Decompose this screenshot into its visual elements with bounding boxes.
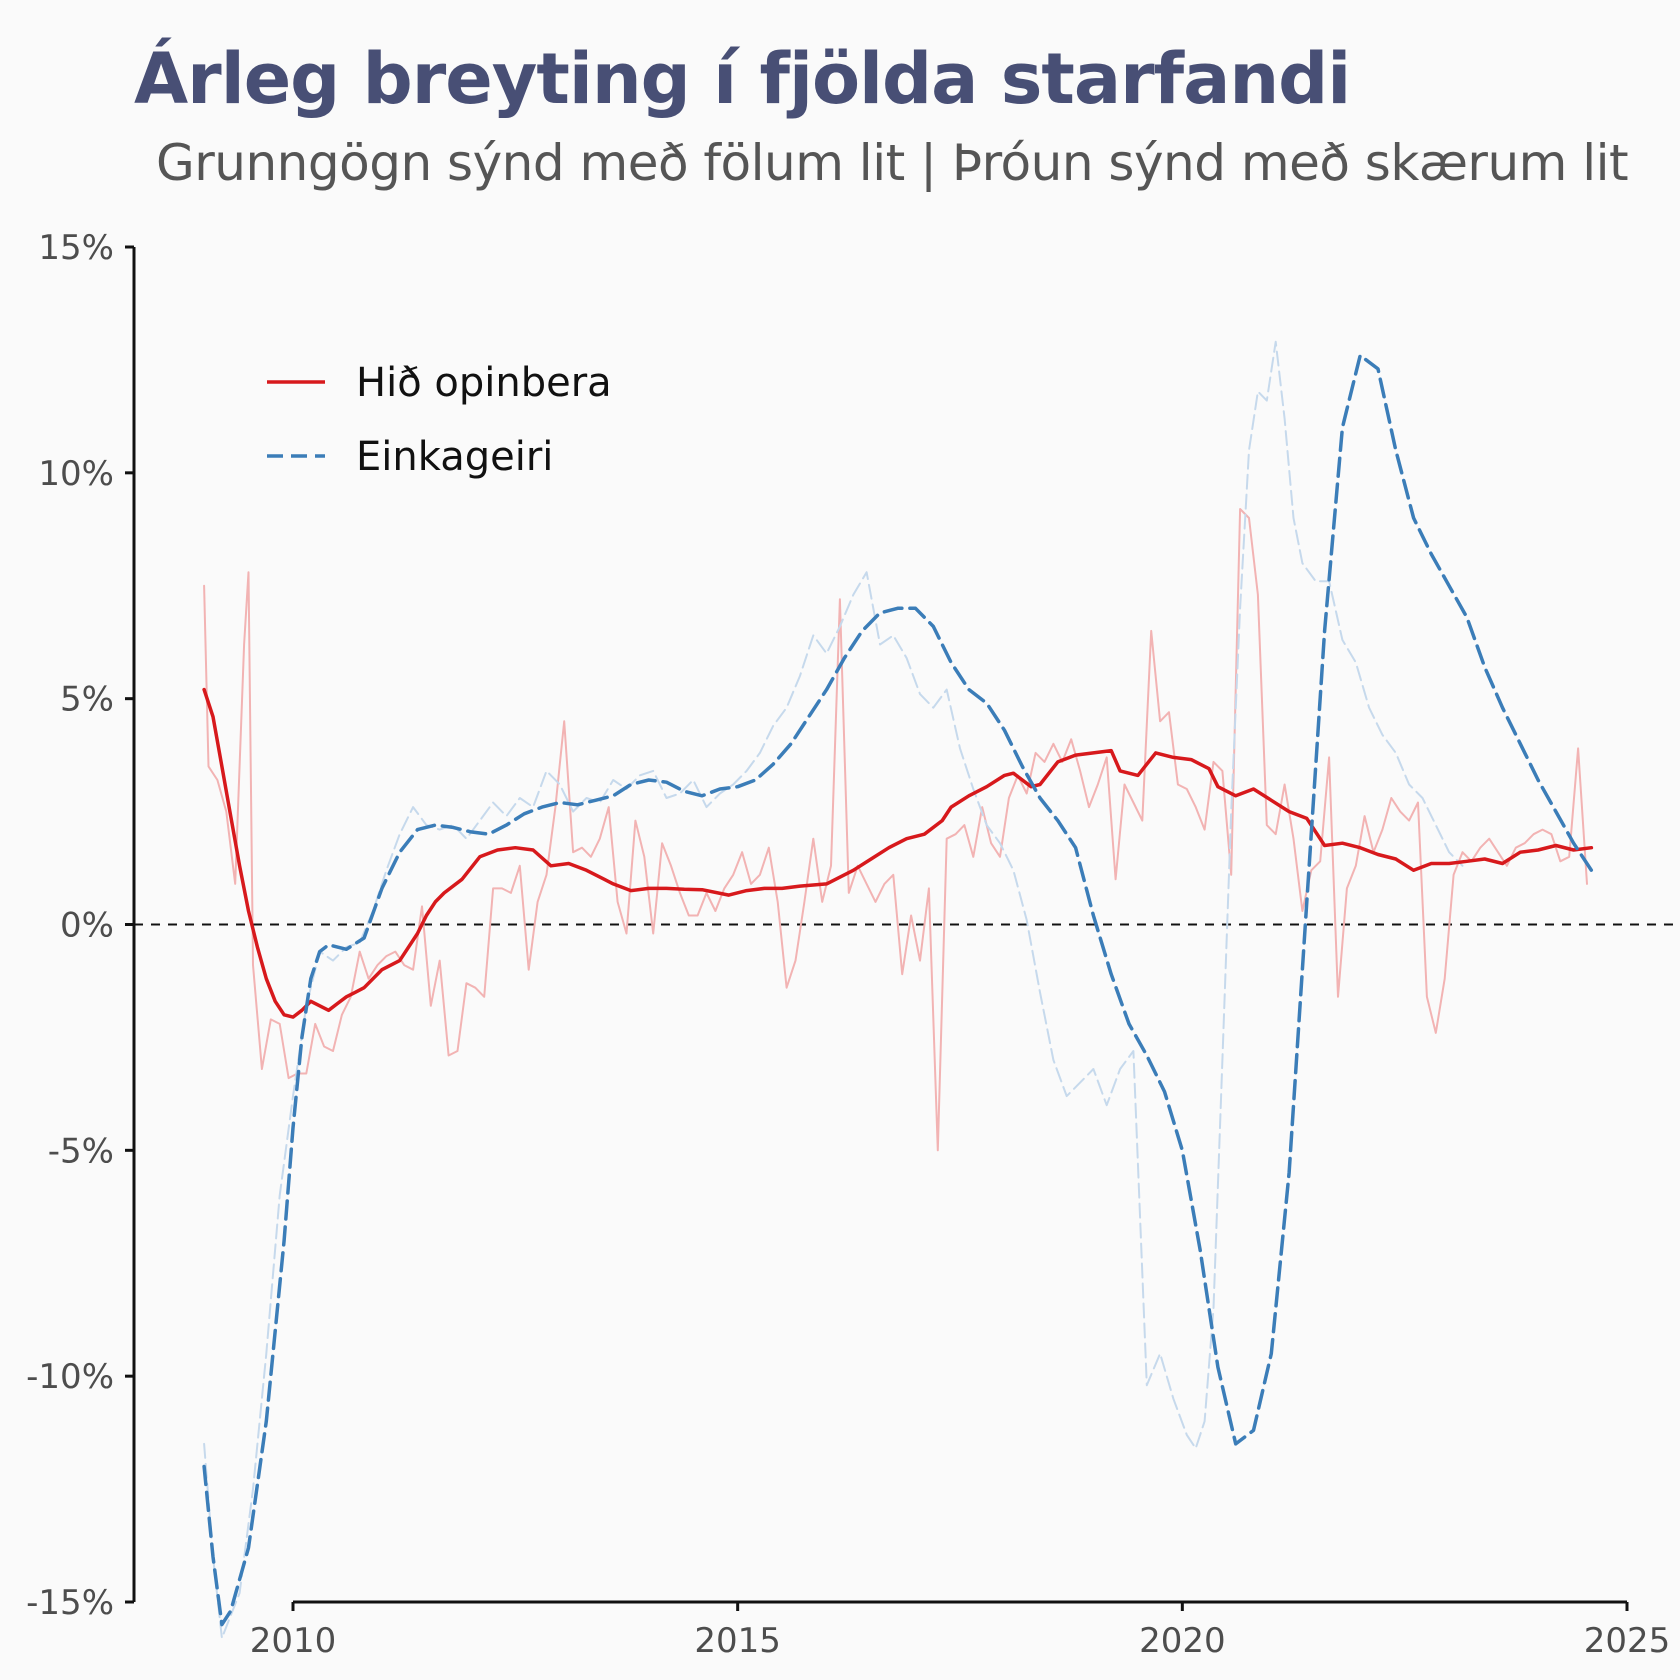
chart-subtitle: Grunngögn sýnd með fölum lit | Þróun sýn… (156, 134, 1629, 192)
y-tick-label: 5% (60, 680, 114, 720)
y-tick-label: 0% (60, 906, 114, 946)
y-tick-label: 10% (38, 454, 114, 494)
trend-series-line-1 (202, 353, 1594, 1627)
x-tick-label: 2020 (1139, 1621, 1226, 1661)
chart-title: Árleg breyting í fjölda starfandi (134, 38, 1351, 120)
trend-series-line-0 (202, 687, 1594, 1019)
legend: Hið opinbera Einkageiri (267, 360, 612, 480)
x-tick-label: 2025 (1584, 1621, 1671, 1661)
y-tick-label: -5% (48, 1131, 114, 1171)
y-tick-label: -15% (26, 1583, 114, 1623)
x-tick-label: 2010 (250, 1621, 337, 1661)
y-tick-label: -10% (26, 1357, 114, 1397)
raw-series-line-2 (203, 508, 1588, 1152)
y-tick-label: 15% (38, 228, 114, 268)
x-tick-label: 2015 (694, 1621, 781, 1661)
legend-label-einkageiri: Einkageiri (356, 434, 553, 480)
raw-series-line-3 (203, 340, 1464, 1640)
legend-label-hid-opinbera: Hið opinbera (356, 360, 612, 406)
